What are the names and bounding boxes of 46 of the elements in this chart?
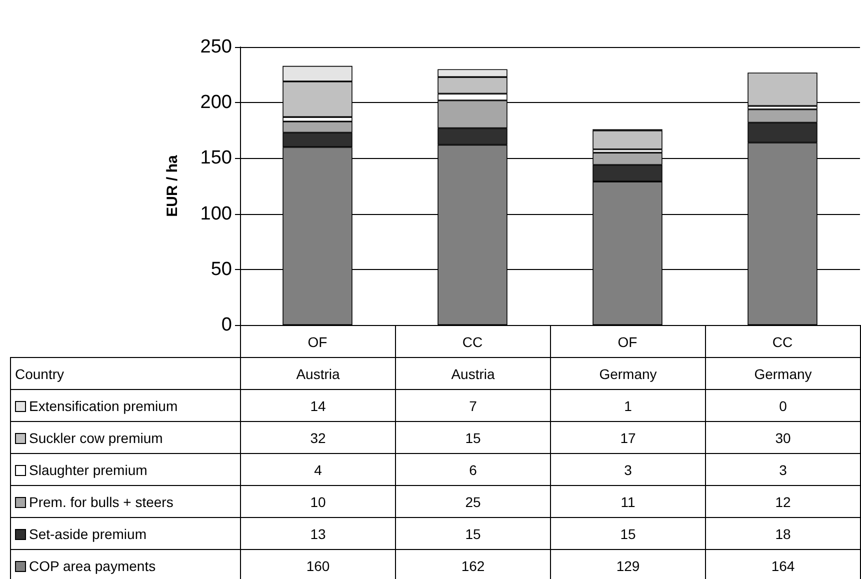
y-tick-label: 50 <box>210 258 232 280</box>
x-tick-label: CC <box>462 334 483 350</box>
text: Country <box>10 358 240 390</box>
text: Germany <box>550 358 706 390</box>
data-label: 15 <box>396 422 550 454</box>
legend-label: COP area payments <box>10 550 240 579</box>
legend-label: Suckler cow premium <box>10 422 240 454</box>
data-label: 160 <box>240 550 396 579</box>
data-label: 4 <box>240 454 396 486</box>
y-tick-label: 200 <box>200 92 232 114</box>
data-label: 17 <box>550 422 706 454</box>
data-label: 164 <box>706 550 860 579</box>
legend-label: Prem. for bulls + steers <box>10 486 240 518</box>
data-label: 15 <box>550 518 706 550</box>
data-label: 129 <box>550 550 706 579</box>
y-tick-label: 250 <box>200 36 232 58</box>
data-label: 1 <box>550 390 706 422</box>
y-tick-label: 100 <box>200 203 232 224</box>
legend-label: Extensification premium <box>10 390 240 422</box>
legend-label: Slaughter premium <box>10 454 240 486</box>
data-label: 15 <box>396 518 550 550</box>
data-label: 3 <box>550 454 706 486</box>
data-label: 162 <box>396 550 550 579</box>
data-label: 12 <box>706 486 860 518</box>
data-label: 6 <box>396 454 550 486</box>
data-label: 18 <box>706 518 860 550</box>
text: Austria <box>396 358 550 390</box>
data-label: 13 <box>240 518 396 550</box>
data-label: 7 <box>396 390 550 422</box>
data-label: 3 <box>706 454 860 486</box>
y-tick-label: 150 <box>200 148 232 169</box>
data-label: 14 <box>240 390 396 422</box>
x-tick-label: OF <box>618 334 638 350</box>
data-label: 32 <box>240 422 396 454</box>
legend-label: Set-aside premium <box>10 518 240 550</box>
text: Austria <box>240 358 396 390</box>
data-label: 0 <box>706 390 860 422</box>
data-label: 11 <box>550 486 706 518</box>
x-tick-label: CC <box>772 334 793 350</box>
data-label: 25 <box>396 486 550 518</box>
y-axis-title: EUR / ha <box>164 154 181 217</box>
y-tick-label: 0 <box>221 314 232 336</box>
x-tick-label: OF <box>308 334 328 350</box>
data-label: 30 <box>706 422 860 454</box>
data-label: 10 <box>240 486 396 518</box>
text: Germany <box>706 358 860 390</box>
